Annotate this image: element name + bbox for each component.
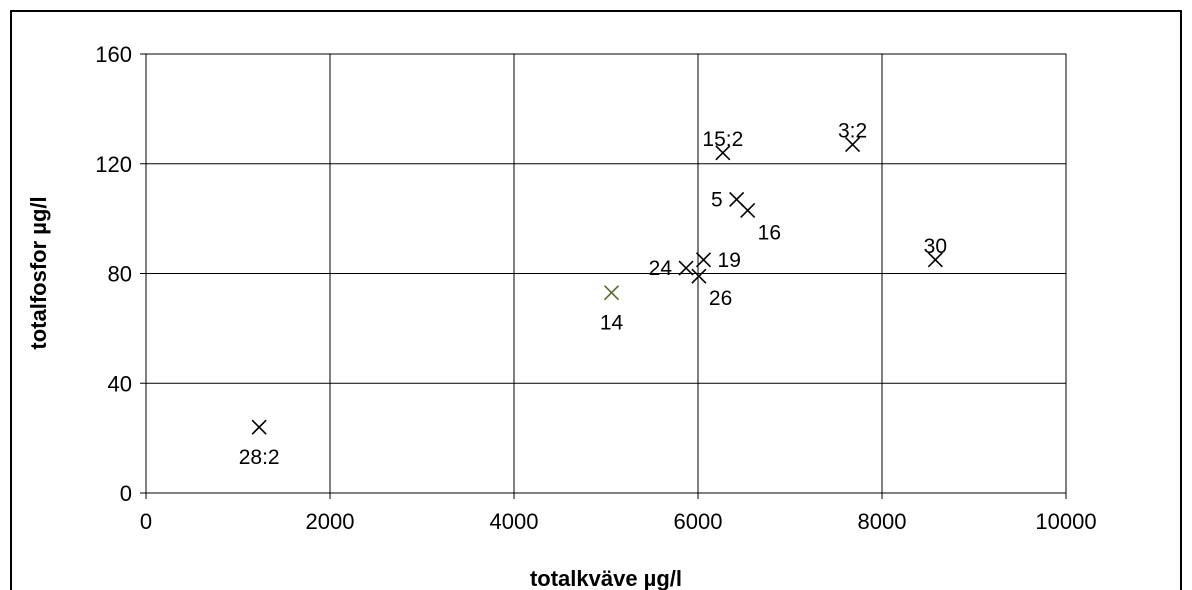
y-tick-label: 160	[95, 42, 132, 67]
data-point: 19	[695, 249, 741, 272]
gridlines	[146, 54, 1066, 493]
y-axis-title: totalfosfor µg/l	[26, 196, 51, 349]
y-tick-label: 80	[108, 262, 132, 287]
point-marker	[678, 260, 694, 276]
data-point: 15:2	[702, 128, 743, 161]
point-marker	[844, 136, 861, 153]
point-marker	[695, 252, 712, 268]
x-tick-label: 8000	[858, 509, 907, 534]
point-label: 3:2	[838, 120, 867, 143]
chart-border	[10, 10, 1182, 590]
point-marker	[927, 252, 943, 268]
x-tick-label: 2000	[306, 509, 355, 534]
x-tick-label: 6000	[674, 509, 723, 534]
y-tick-label: 120	[95, 152, 132, 177]
y-tick-label: 0	[120, 481, 132, 506]
data-point: 14	[600, 285, 624, 335]
x-tick-label: 0	[140, 509, 152, 534]
point-marker	[251, 419, 267, 435]
x-tick-label: 4000	[490, 509, 539, 534]
point-marker	[691, 268, 707, 284]
data-points: 28:2 14 24 19 26 15:2 5 16 3:2 30	[239, 120, 947, 470]
point-label: 15:2	[702, 128, 743, 151]
point-label: 26	[709, 287, 732, 310]
point-label: 14	[600, 312, 624, 335]
x-tick-label: 10000	[1035, 509, 1096, 534]
point-label: 16	[758, 221, 781, 244]
y-tick-labels: 0 40 80 120 160	[95, 42, 146, 506]
data-point: 16	[740, 202, 781, 244]
data-point: 3:2	[838, 120, 867, 153]
x-axis-title: totalkväve µg/l	[530, 566, 682, 590]
point-label: 30	[924, 235, 947, 258]
point-label: 24	[649, 257, 673, 280]
point-label: 5	[711, 188, 723, 211]
point-marker	[603, 285, 620, 301]
data-point: 28:2	[239, 419, 280, 469]
point-label: 19	[718, 249, 741, 272]
data-point: 24	[649, 257, 694, 280]
data-point: 26	[691, 268, 732, 310]
point-marker	[740, 202, 756, 218]
point-label: 28:2	[239, 446, 280, 469]
data-point: 30	[924, 235, 947, 268]
point-marker	[715, 145, 731, 161]
x-tick-labels: 0 2000 4000 6000 8000 10000	[140, 493, 1097, 534]
y-tick-label: 40	[108, 371, 132, 396]
